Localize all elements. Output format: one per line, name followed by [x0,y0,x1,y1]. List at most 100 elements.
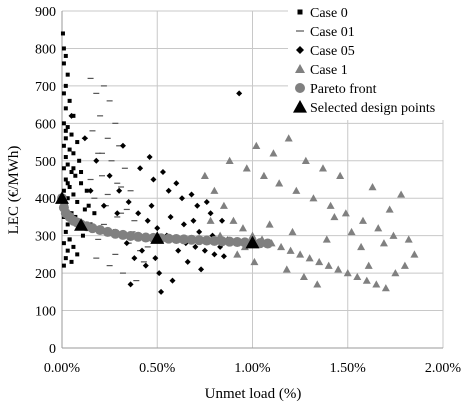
point-s3-34 [252,141,261,149]
point-s2-44 [203,198,210,205]
point-s2-7 [144,217,151,224]
point-s3-23 [225,156,234,164]
point-s0-11 [65,125,70,130]
point-s3-42 [250,257,259,266]
x-axis-title: Unmet load (%) [205,386,302,402]
point-s3-27 [292,186,301,194]
x-tick-label-1: 0.50% [139,361,176,376]
point-s0-43 [65,248,70,253]
point-s4-12 [117,229,128,240]
point-s3-20 [391,269,400,277]
point-s3-39 [368,182,377,191]
point-s3-14 [334,265,343,273]
point-s2-42 [173,180,180,187]
legend-marker-3 [295,64,305,73]
point-s3-36 [301,156,310,164]
point-s2-21 [194,202,201,209]
legend-label-4: Pareto front [310,82,377,97]
point-s2-20 [179,195,186,202]
point-s4-31 [262,238,273,249]
point-s2-39 [236,90,243,97]
point-s0-12 [69,132,74,137]
point-s2-29 [198,266,205,273]
point-s3-35 [269,149,278,157]
legend-label-3: Case 1 [310,63,348,78]
point-s0-46 [69,259,74,264]
point-s2-46 [87,187,94,194]
point-s2-34 [167,213,174,220]
point-s0-10 [61,121,66,126]
point-s3-59 [364,261,373,269]
point-s3-19 [381,284,390,292]
point-s2-40 [146,154,153,161]
point-s3-18 [372,280,381,288]
legend-marker-5 [293,100,307,113]
point-s3-9 [286,246,295,254]
point-s2-22 [207,210,214,217]
point-s4-18 [163,233,174,244]
point-s5-2 [150,231,165,244]
point-s0-38 [63,229,68,234]
point-s3-58 [313,280,322,288]
point-s2-43 [188,191,195,198]
point-s0-39 [80,233,85,238]
point-s3-15 [343,269,352,277]
point-s2-49 [175,247,182,254]
point-s0-30 [75,199,80,204]
point-s0-8 [63,106,68,111]
series-4 [57,193,273,249]
point-s3-40 [397,190,406,198]
point-s2-18 [150,176,157,183]
x-axis-ticks: 0.00% 0.50% 1.00% 1.50% 2.00% [44,361,462,376]
point-s0-22 [69,170,74,175]
point-s3-31 [358,216,367,224]
y-tick-label-800: 800 [35,42,56,57]
point-s0-27 [61,188,66,193]
legend-marker-2 [296,46,304,54]
point-s0-41 [61,241,66,246]
legend-background [288,2,466,120]
point-s2-31 [123,240,130,247]
point-s2-50 [190,217,197,224]
point-s2-47 [127,281,134,288]
point-s2-16 [119,142,126,149]
y-tick-label-400: 400 [35,192,56,207]
point-s3-28 [309,194,318,202]
point-s0-44 [75,252,80,257]
y-tick-label-500: 500 [35,155,56,170]
x-tick-label-2: 1.00% [234,361,271,376]
point-s0-56 [79,170,84,175]
point-s4-13 [125,231,136,242]
legend-entry-2: Case 05 [296,44,355,59]
point-s3-55 [385,205,394,213]
series-5 [55,191,260,249]
point-s0-14 [75,140,80,145]
point-s3-13 [324,261,333,269]
point-s3-33 [389,231,398,239]
point-s0-17 [71,151,76,156]
point-s3-16 [353,272,362,281]
point-s3-44 [299,272,308,281]
point-s2-5 [125,198,132,205]
series-1 [81,77,151,282]
point-s0-4 [65,72,70,77]
point-s2-0 [68,112,75,119]
point-s4-15 [140,232,151,243]
point-s2-27 [169,277,176,284]
point-s0-15 [61,143,66,148]
point-s0-23 [73,173,78,178]
point-s2-32 [139,247,146,254]
point-s0-45 [63,256,68,261]
point-s0-57 [86,203,91,208]
point-s2-24 [131,255,138,262]
y-tick-label-600: 600 [35,117,56,132]
point-s2-33 [152,255,159,262]
point-s5-0 [55,191,69,204]
point-s3-12 [315,257,324,266]
point-s0-54 [71,166,76,171]
point-s0-19 [77,158,82,163]
point-s0-20 [65,162,70,167]
point-s2-23 [219,217,226,224]
point-s4-21 [186,234,197,245]
point-s3-24 [242,164,251,172]
